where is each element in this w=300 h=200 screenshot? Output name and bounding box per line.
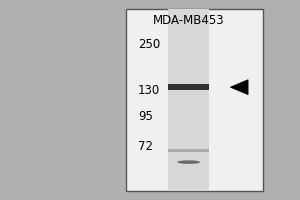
Text: 130: 130 — [138, 84, 160, 97]
Bar — [168, 84, 209, 90]
Bar — [168, 9, 209, 191]
Text: 72: 72 — [138, 140, 153, 153]
Text: MDA-MB453: MDA-MB453 — [153, 14, 224, 27]
Polygon shape — [230, 80, 248, 95]
Ellipse shape — [177, 160, 200, 164]
Bar — [126, 9, 263, 191]
Bar — [168, 149, 209, 152]
Text: 95: 95 — [138, 110, 153, 123]
Text: 250: 250 — [138, 38, 160, 51]
